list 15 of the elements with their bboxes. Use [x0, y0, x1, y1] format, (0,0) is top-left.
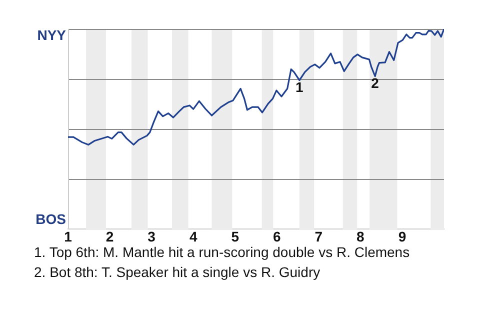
x-tick-label: 5 [231, 228, 240, 244]
x-tick-label: 4 [189, 228, 198, 244]
x-tick-label: 9 [398, 228, 406, 244]
x-tick-label: 8 [356, 228, 365, 244]
x-tick-label: 2 [106, 228, 114, 244]
text: NYY [37, 26, 67, 43]
annotation: 1 [296, 79, 304, 96]
x-tick-label: 7 [314, 228, 323, 244]
x-tick-label: 3 [148, 228, 156, 244]
text: 2. Bot 8th: T. Speaker hit a single vs R. Guidry [34, 263, 322, 282]
x-tick-label: 1 [64, 228, 72, 244]
text: BOS [36, 211, 66, 228]
text: 1. Top 6th: M. Mantle hit a run-scoring double vs R. Clemens [34, 243, 410, 262]
x-tick-label: 6 [272, 228, 281, 244]
annotation: 2 [371, 75, 380, 92]
